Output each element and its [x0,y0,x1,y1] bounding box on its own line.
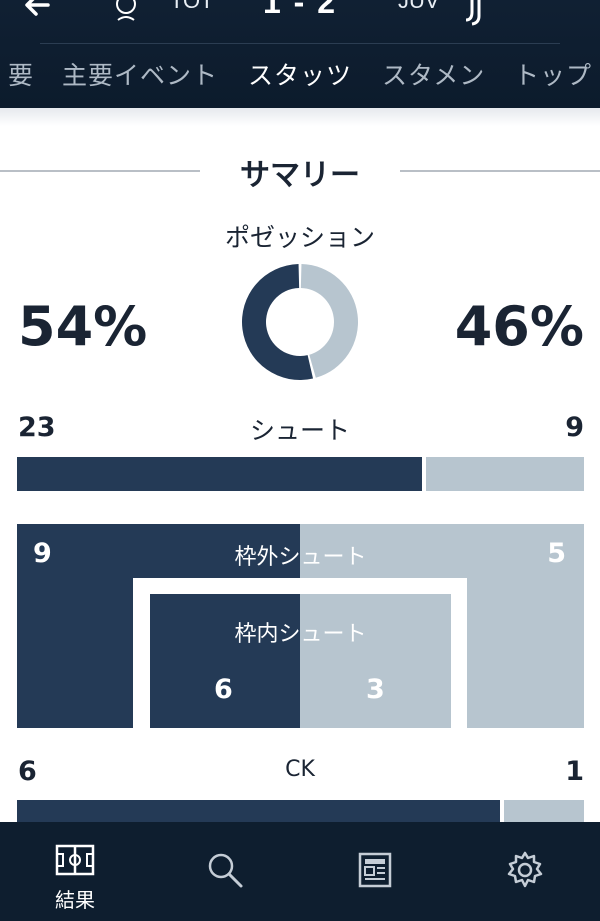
donut-away-slice [300,264,358,378]
off-target-home: 9 [33,538,52,569]
nav-settings[interactable] [450,822,600,921]
home-team-abbr: TOT [170,0,214,13]
header-shadow [0,108,600,126]
tab-key-events[interactable]: 主要イベント [62,61,219,90]
header-divider [40,43,560,44]
tab-top[interactable]: トップ [514,61,593,90]
shots-bar [17,457,584,491]
on-target-away: 3 [366,674,385,705]
home-team-crest-icon [116,0,136,21]
score-row: TOT 1 - 2 JUV [0,0,600,44]
home-possession: 54% [18,295,148,358]
pitch-icon [55,844,95,876]
away-shots: 9 [565,412,584,443]
news-icon [358,852,392,888]
away-team-crest-icon [465,0,481,26]
nav-search[interactable] [150,822,300,921]
bottom-nav: 結果 [0,822,600,921]
tab-lineups[interactable]: スタメン [382,61,486,90]
shots-target-box: 9 枠外シュート 5 枠内シュート 6 3 [17,524,584,728]
tab-overview[interactable]: 要 [8,61,35,90]
back-arrow-icon[interactable] [20,0,54,22]
on-target-home: 6 [214,674,233,705]
off-target-away: 5 [547,538,566,569]
tab-stats[interactable]: スタッツ [248,61,353,90]
home-corners: 6 [18,756,37,787]
title-line-left [0,170,200,172]
on-target-label: 枠内シュート [234,622,367,647]
away-possession: 46% [454,295,584,358]
corners-label: CK [285,757,315,782]
tab-bar: 要 主要イベント スタッツ スタメン トップ [0,44,600,104]
shots-away-bar [426,457,584,491]
section-title: サマリー [240,158,360,193]
match-header: TOT 1 - 2 JUV 要 主要イベント スタッツ スタメン トップ [0,0,600,108]
possession-label: ポゼッション [224,223,375,252]
title-line-right [400,170,600,172]
gear-icon [507,851,543,888]
shots-home-bar [17,457,422,491]
shots-label: シュート [249,416,350,445]
away-corners: 1 [565,756,584,787]
away-team-abbr: JUV [398,0,440,13]
possession-donut [241,264,358,380]
nav-news[interactable] [300,822,450,921]
off-target-label: 枠外シュート [234,545,367,570]
on-target-away-area [300,594,451,728]
on-target-home-area [150,594,300,728]
match-score: 1 - 2 [262,0,338,20]
search-icon [208,853,243,888]
nav-results[interactable]: 結果 [0,822,150,921]
donut-home-slice [241,264,314,380]
home-shots: 23 [18,412,56,443]
nav-results-label: 結果 [55,888,95,912]
